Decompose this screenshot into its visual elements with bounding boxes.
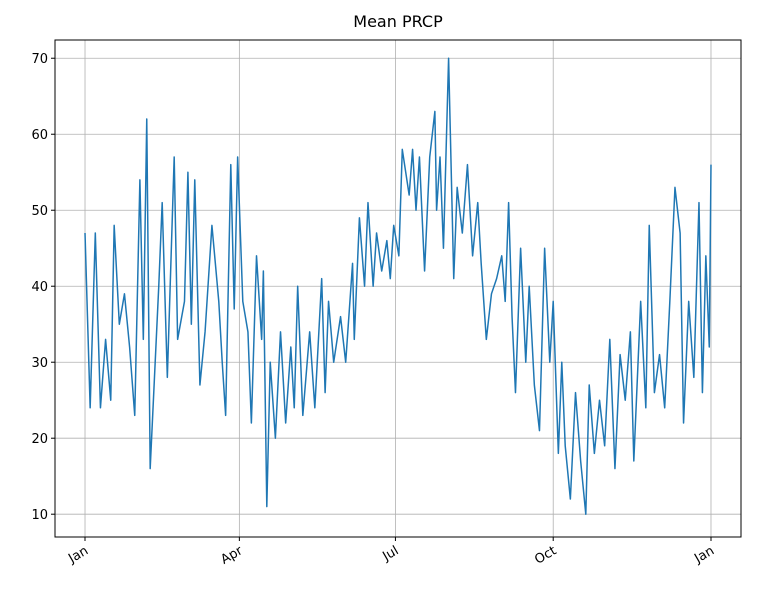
y-tick-label: 70	[31, 52, 48, 67]
y-tick-label: 50	[31, 204, 48, 219]
y-tick-label: 60	[31, 128, 48, 143]
x-tick-label: Apr	[218, 543, 246, 568]
x-tick-label: Jan	[691, 543, 717, 567]
y-tick-label: 30	[31, 356, 48, 371]
line-series	[84, 57, 712, 515]
plot-frame	[54, 39, 742, 538]
y-tick-label: 20	[31, 432, 48, 447]
x-tick-label: Jul	[379, 543, 401, 564]
x-tick-label: Jan	[65, 543, 91, 567]
chart-title: Mean PRCP	[353, 12, 443, 31]
y-tick-label: 40	[31, 280, 48, 295]
y-tick-label: 10	[31, 508, 48, 523]
x-tick-label: Oct	[532, 543, 559, 567]
